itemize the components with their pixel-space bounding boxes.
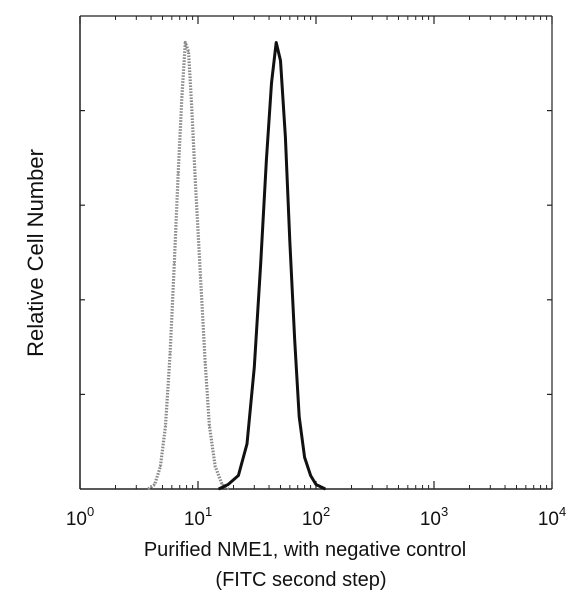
series-1-point — [164, 425, 167, 427]
x-tick-label-base: 10 — [538, 509, 559, 530]
series-1-point — [177, 172, 179, 175]
series-1-point — [214, 465, 216, 468]
series-1-point — [199, 276, 202, 278]
series-2-point — [237, 474, 240, 477]
series-1-point — [169, 352, 171, 355]
series-2-point — [246, 443, 248, 445]
axis-ticks — [79, 16, 553, 489]
x-tick-label: 104 — [538, 504, 566, 530]
series-1-point — [194, 181, 197, 184]
series-2-line — [218, 41, 326, 491]
series-1-point — [153, 483, 156, 486]
series-2-point — [227, 483, 229, 486]
x-tick-label-base: 10 — [420, 509, 441, 530]
x-axis-label-line-2: (FITC second step) — [215, 569, 386, 591]
series-1-point — [190, 100, 193, 102]
series-1-point — [181, 95, 183, 98]
series-1-point — [227, 488, 229, 490]
series-2-point — [324, 488, 327, 490]
series-2-point — [289, 240, 291, 242]
x-tick-labels: 100 101 102 103 104 — [66, 504, 566, 530]
series-2-point — [253, 366, 256, 369]
x-tick-label: 100 — [66, 504, 94, 530]
series-2-point — [284, 136, 287, 138]
series-2-point — [298, 416, 301, 418]
series-2-point — [315, 483, 317, 486]
x-tick-label-exponent: 2 — [323, 504, 330, 519]
x-tick-label: 101 — [184, 504, 212, 530]
plot-area — [79, 15, 553, 490]
series-1-point — [187, 50, 190, 53]
series-2-point — [303, 456, 306, 459]
x-tick-label: 102 — [302, 504, 330, 530]
y-axis-label: Relative Cell Number — [23, 149, 48, 357]
series-1-point — [159, 465, 162, 468]
x-tick-label-base: 10 — [184, 509, 205, 530]
series-2-point — [275, 41, 278, 44]
series-1-point — [204, 361, 206, 364]
series-1-point — [184, 41, 187, 44]
series-2-point — [279, 59, 282, 62]
series-layer — [147, 40, 327, 491]
series-1-point — [208, 425, 211, 427]
x-tick-label-exponent: 3 — [441, 504, 448, 519]
x-tick-label-base: 10 — [66, 509, 87, 530]
x-tick-label-exponent: 4 — [559, 504, 566, 519]
series-2-point — [218, 488, 220, 490]
series-1-point — [221, 483, 223, 486]
series-2-point — [270, 82, 273, 84]
series-2-point — [309, 474, 312, 477]
series-2-point — [265, 159, 268, 161]
series-1-point — [173, 262, 176, 265]
series-1-point — [147, 488, 150, 490]
x-tick-label-exponent: 0 — [87, 504, 94, 519]
x-tick-label-exponent: 1 — [205, 504, 212, 519]
x-tick-label: 103 — [420, 504, 448, 530]
series-2-point — [259, 262, 262, 265]
x-tick-label-base: 10 — [302, 509, 323, 530]
series-1-line — [147, 40, 230, 491]
x-axis-label-line-1: Purified NME1, with negative control — [144, 539, 466, 561]
series-2-point — [293, 339, 296, 342]
